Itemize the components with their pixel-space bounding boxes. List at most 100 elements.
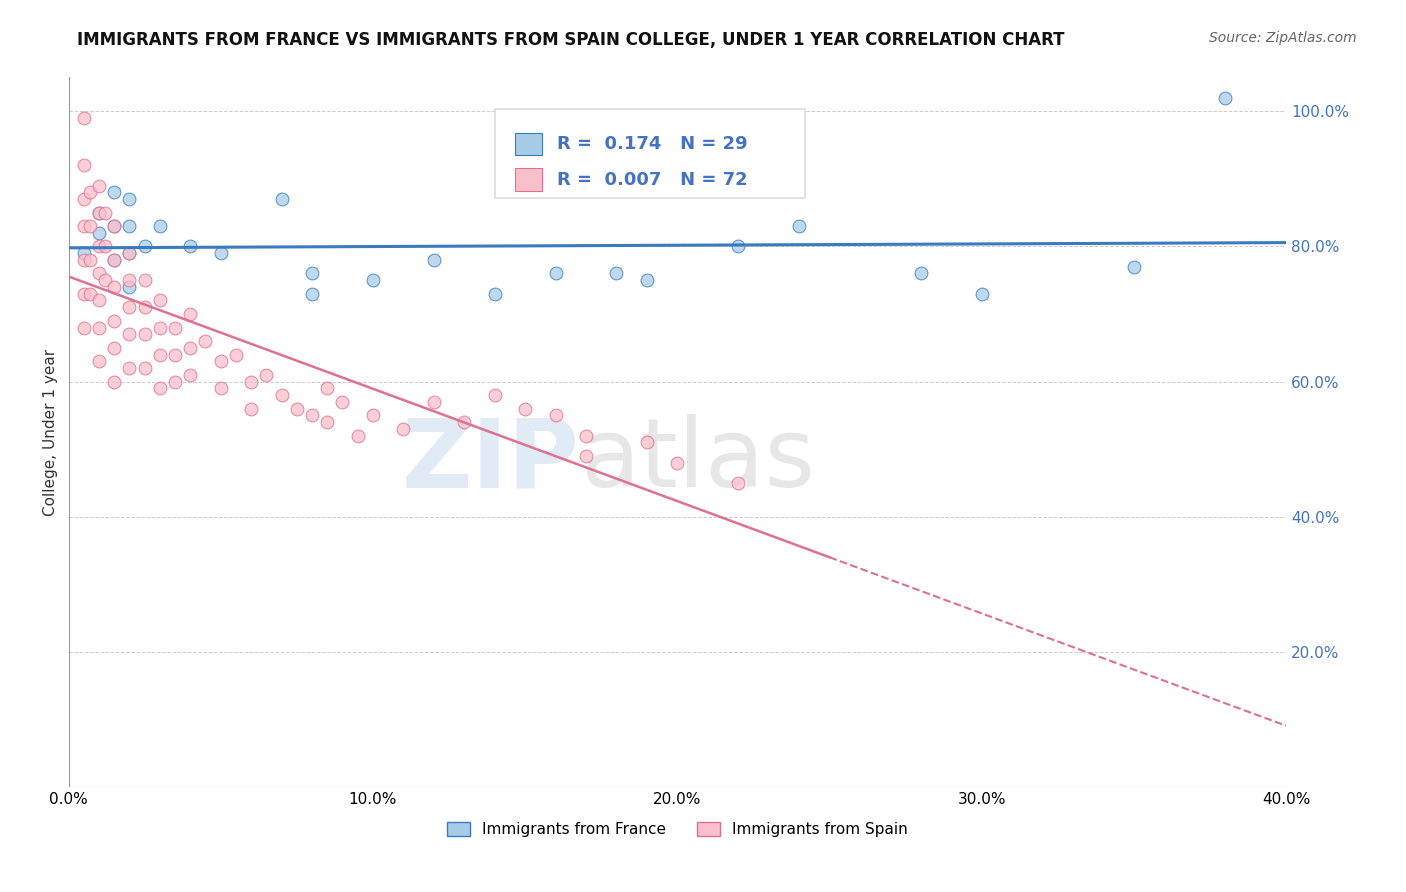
Point (179, 239, 201, 253)
Point (73, 111, 96, 125)
Point (165, 375, 187, 389)
Point (1213, 91, 1236, 105)
Point (149, 347, 172, 361)
Point (484, 388, 506, 402)
Text: IMMIGRANTS FROM FRANCE VS IMMIGRANTS FROM SPAIN COLLEGE, UNDER 1 YEAR CORRELATIO: IMMIGRANTS FROM FRANCE VS IMMIGRANTS FRO… (77, 31, 1064, 49)
Point (103, 280, 125, 294)
Point (103, 375, 125, 389)
Point (134, 327, 156, 342)
Point (179, 307, 201, 321)
Point (544, 409, 567, 423)
Point (149, 320, 172, 334)
Point (79, 219, 101, 234)
Text: Source: ZipAtlas.com: Source: ZipAtlas.com (1209, 31, 1357, 45)
Point (636, 435, 658, 450)
Point (332, 395, 354, 409)
Point (544, 267, 567, 281)
Point (240, 401, 263, 416)
Point (134, 361, 156, 376)
Point (87, 205, 110, 219)
Point (636, 273, 658, 287)
FancyBboxPatch shape (516, 133, 543, 155)
Point (301, 286, 323, 301)
Point (970, 286, 993, 301)
Point (179, 368, 201, 382)
Point (787, 219, 810, 234)
Text: R =  0.174   N = 29: R = 0.174 N = 29 (557, 135, 748, 153)
Point (103, 252, 125, 267)
Point (87, 226, 110, 240)
Point (727, 475, 749, 490)
Point (94, 205, 117, 219)
Point (73, 320, 96, 334)
Point (209, 381, 232, 395)
Point (575, 428, 598, 442)
Point (73, 158, 96, 172)
Point (316, 381, 339, 395)
Text: R =  0.007   N = 72: R = 0.007 N = 72 (557, 171, 748, 189)
Point (118, 192, 141, 206)
Point (118, 300, 141, 314)
Point (270, 388, 292, 402)
Legend: Immigrants from France, Immigrants from Spain: Immigrants from France, Immigrants from … (441, 816, 914, 843)
Point (165, 320, 187, 334)
Point (87, 354, 110, 368)
Point (134, 273, 156, 287)
Point (79, 186, 101, 200)
Point (513, 401, 536, 416)
Point (910, 267, 932, 281)
Point (87, 239, 110, 253)
Point (285, 401, 308, 416)
Point (423, 395, 446, 409)
Point (301, 409, 323, 423)
Point (73, 192, 96, 206)
Point (118, 219, 141, 234)
Point (87, 267, 110, 281)
Point (270, 192, 292, 206)
Point (73, 252, 96, 267)
Point (94, 273, 117, 287)
Point (484, 286, 506, 301)
Point (118, 361, 141, 376)
Point (392, 422, 415, 436)
Point (605, 267, 627, 281)
Point (225, 347, 247, 361)
Point (118, 327, 141, 342)
Point (194, 334, 217, 348)
Point (346, 428, 368, 442)
Point (149, 293, 172, 308)
Point (87, 178, 110, 193)
Point (240, 375, 263, 389)
Point (453, 415, 475, 429)
Point (118, 273, 141, 287)
FancyBboxPatch shape (495, 110, 806, 198)
Text: ZIP: ZIP (402, 414, 579, 508)
Point (361, 409, 384, 423)
Point (254, 368, 277, 382)
Point (134, 239, 156, 253)
Point (575, 449, 598, 463)
Point (361, 273, 384, 287)
FancyBboxPatch shape (516, 169, 543, 191)
Point (149, 381, 172, 395)
Point (118, 246, 141, 260)
Point (94, 239, 117, 253)
Point (134, 300, 156, 314)
Point (209, 354, 232, 368)
Point (209, 246, 232, 260)
Point (103, 219, 125, 234)
Point (179, 341, 201, 355)
Point (149, 219, 172, 234)
Point (87, 293, 110, 308)
Point (103, 186, 125, 200)
Point (73, 286, 96, 301)
Point (118, 246, 141, 260)
Point (79, 286, 101, 301)
Point (423, 252, 446, 267)
Point (87, 205, 110, 219)
Point (73, 246, 96, 260)
Point (118, 280, 141, 294)
Point (79, 252, 101, 267)
Point (103, 252, 125, 267)
Point (103, 341, 125, 355)
